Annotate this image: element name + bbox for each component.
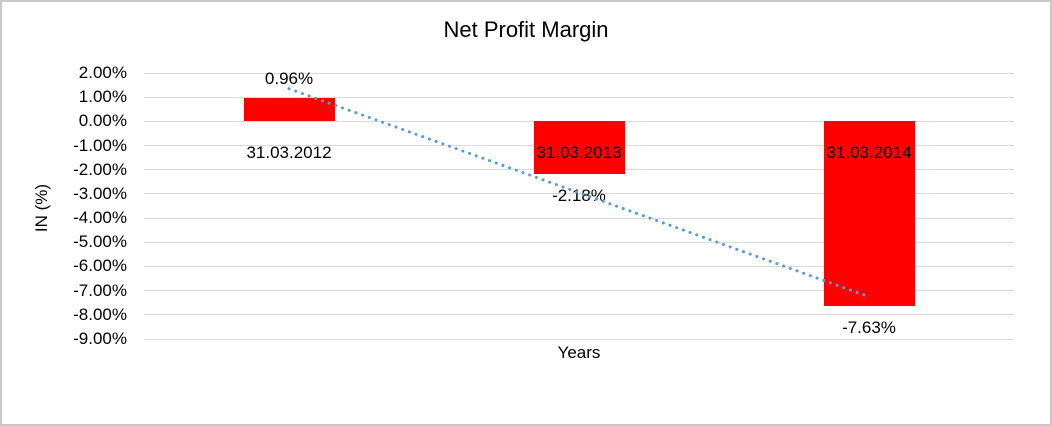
category-label: 31.03.2014 — [826, 143, 912, 163]
y-axis-tick-label: -2.00% — [73, 159, 127, 179]
data-label: -7.63% — [842, 317, 896, 337]
gridline — [144, 338, 1014, 340]
y-axis-tick-label: -3.00% — [73, 183, 127, 203]
y-axis-tick-label: -8.00% — [73, 304, 127, 324]
data-label: 0.96% — [264, 69, 314, 89]
category-label: 31.03.2012 — [246, 143, 332, 163]
category-label: 31.03.2013 — [536, 143, 622, 163]
y-axis-tick-label: -4.00% — [73, 208, 127, 228]
gridline — [144, 314, 1014, 316]
y-axis-tick-label: -7.00% — [73, 280, 127, 300]
chart-title: Net Profit Margin — [443, 17, 609, 42]
y-axis-tick-label: -9.00% — [73, 329, 127, 348]
y-axis-tick-label: -6.00% — [73, 256, 127, 276]
data-label: -2.18% — [552, 186, 606, 206]
y-axis-tick-label: 1.00% — [78, 87, 127, 107]
y-axis-tick-label: 0.00% — [78, 111, 127, 131]
gridline — [144, 72, 1014, 74]
bar-31.03.2012 — [243, 98, 335, 122]
y-axis-tick-label: 2.00% — [78, 63, 127, 82]
y-axis-tick-label: -1.00% — [73, 135, 127, 155]
y-axis-tick-label: -5.00% — [73, 232, 127, 252]
x-axis-title: Years — [557, 343, 601, 362]
